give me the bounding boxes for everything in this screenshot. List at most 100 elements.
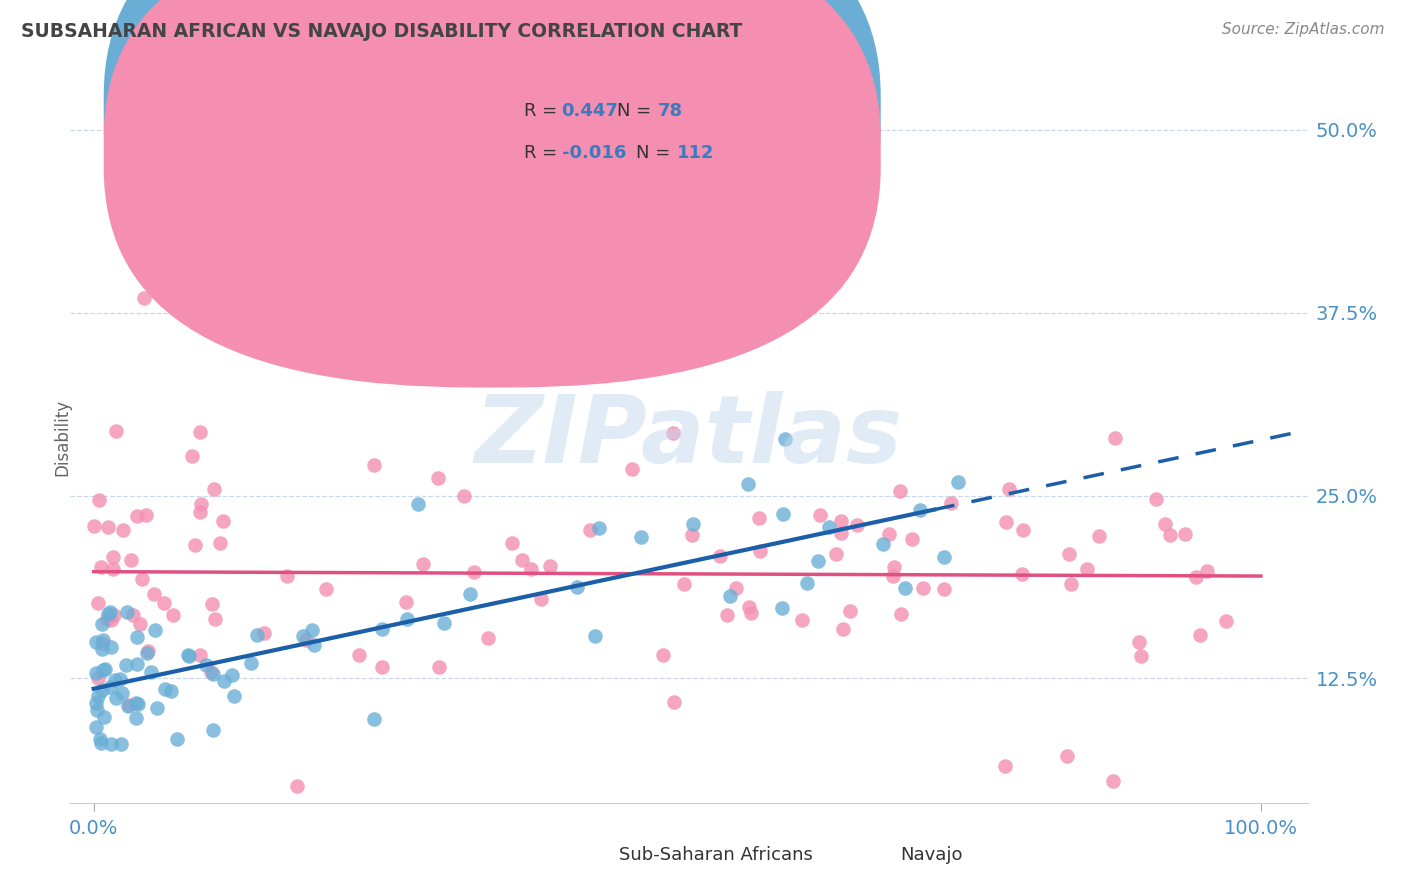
Point [349, 648, 371, 662]
Point [94, 662, 117, 676]
Point [139, 665, 162, 679]
Point [117, 605, 139, 619]
Point [84, 696, 107, 710]
Point [738, 599, 761, 614]
Point [427, 660, 450, 674]
Point [1056, 749, 1078, 764]
Point [1188, 628, 1211, 642]
Point [93, 709, 115, 723]
Point [673, 577, 696, 591]
Point [304, 638, 326, 652]
Point [948, 475, 970, 490]
Point [90, 560, 112, 574]
FancyBboxPatch shape [104, 0, 880, 345]
Point [1102, 773, 1125, 788]
Point [900, 532, 922, 546]
Point [883, 560, 905, 574]
Point [201, 667, 224, 681]
Point [1104, 431, 1126, 445]
Point [127, 697, 149, 711]
Point [1144, 492, 1167, 507]
Point [91, 683, 114, 698]
Point [1087, 529, 1109, 543]
Point [177, 649, 200, 664]
Point [90, 635, 112, 649]
FancyBboxPatch shape [447, 78, 800, 185]
Point [91, 663, 114, 677]
Point [97, 520, 120, 534]
Point [939, 495, 962, 509]
Point [96, 612, 118, 626]
Point [285, 779, 308, 793]
Point [808, 508, 831, 523]
Point [108, 672, 131, 686]
Point [1195, 564, 1218, 578]
Point [138, 644, 160, 658]
Text: -0.016: -0.016 [561, 144, 626, 161]
Text: N =: N = [636, 144, 676, 161]
Point [830, 526, 852, 541]
Point [749, 543, 772, 558]
Point [1011, 523, 1033, 537]
Point [98, 605, 121, 619]
Point [104, 691, 127, 706]
Point [127, 508, 149, 523]
Point [426, 471, 449, 485]
Point [184, 538, 207, 552]
Point [1128, 635, 1150, 649]
Point [166, 732, 188, 747]
Point [877, 527, 900, 541]
Point [363, 458, 385, 473]
Point [190, 497, 212, 511]
Point [143, 624, 166, 638]
Point [1185, 569, 1208, 583]
Text: Navajo: Navajo [900, 846, 962, 863]
Point [724, 581, 747, 595]
Point [394, 595, 416, 609]
Point [89, 493, 111, 508]
Point [200, 665, 222, 680]
Point [132, 291, 155, 305]
Point [740, 606, 762, 620]
Point [125, 696, 148, 710]
Point [579, 523, 602, 537]
Point [845, 518, 868, 533]
Point [114, 658, 136, 673]
Point [662, 426, 685, 441]
Point [737, 476, 759, 491]
Point [190, 425, 212, 440]
Point [458, 587, 481, 601]
Point [201, 723, 224, 737]
Point [124, 711, 146, 725]
Point [709, 549, 731, 563]
Point [91, 632, 114, 647]
Point [98, 680, 121, 694]
Point [121, 608, 143, 623]
Point [87, 596, 110, 610]
Point [135, 508, 157, 522]
Point [908, 502, 931, 516]
Point [188, 505, 211, 519]
Text: 0.447: 0.447 [561, 102, 619, 120]
Point [1159, 527, 1181, 541]
Point [253, 626, 276, 640]
Point [246, 628, 269, 642]
Point [412, 558, 434, 572]
Point [162, 607, 184, 622]
Point [224, 690, 246, 704]
Point [84, 665, 107, 680]
Point [621, 462, 644, 476]
Point [995, 515, 1018, 529]
Point [513, 357, 536, 371]
Point [118, 698, 141, 712]
Point [775, 432, 797, 446]
Point [153, 596, 176, 610]
Point [682, 516, 704, 531]
Point [221, 668, 243, 682]
Point [716, 608, 738, 623]
Point [110, 737, 132, 751]
Point [1215, 614, 1237, 628]
Point [872, 537, 894, 551]
Point [103, 607, 125, 622]
Point [159, 683, 181, 698]
